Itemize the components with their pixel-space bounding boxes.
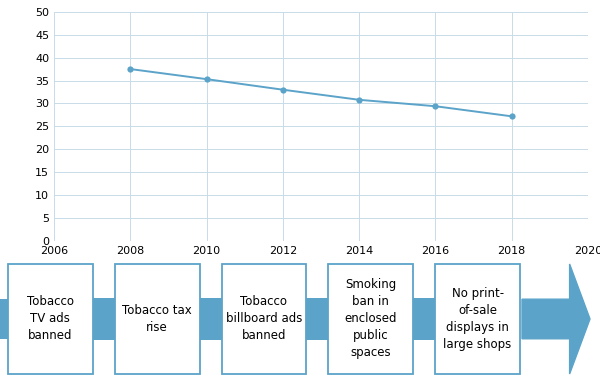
Bar bbox=[328, 264, 413, 374]
Bar bbox=[435, 264, 520, 374]
Polygon shape bbox=[522, 264, 590, 374]
Text: Tobacco
TV ads
banned: Tobacco TV ads banned bbox=[27, 296, 74, 342]
Text: Tobacco tax
rise: Tobacco tax rise bbox=[122, 304, 192, 334]
Bar bbox=[221, 264, 307, 374]
Text: No print-
of-sale
displays in
large shops: No print- of-sale displays in large shop… bbox=[443, 287, 512, 351]
Bar bbox=[413, 298, 435, 340]
Bar bbox=[93, 298, 115, 340]
Bar bbox=[115, 264, 200, 374]
Bar bbox=[200, 298, 221, 340]
Bar bbox=[307, 298, 328, 340]
Bar bbox=[8, 264, 93, 374]
Text: Smoking
ban in
enclosed
public
spaces: Smoking ban in enclosed public spaces bbox=[344, 279, 397, 359]
Text: Tobacco
billboard ads
banned: Tobacco billboard ads banned bbox=[226, 296, 302, 342]
Bar bbox=[0, 299, 8, 339]
